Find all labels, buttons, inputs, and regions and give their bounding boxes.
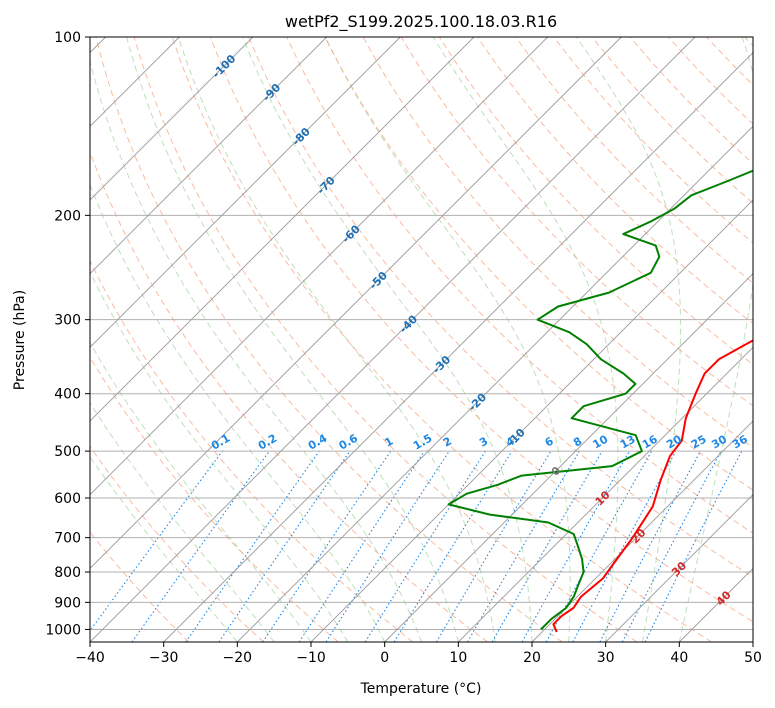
y-tick-label: 400	[54, 387, 81, 403]
y-tick-label: 100	[54, 30, 81, 46]
moist-adiabat	[576, 37, 682, 642]
isotherm-line	[163, 52, 753, 642]
plot-frame	[89, 36, 754, 643]
mixing-ratio-line	[325, 450, 450, 642]
mixing-ratio-line	[521, 450, 630, 642]
dry-adiabat	[629, 37, 753, 165]
isotherm-line	[90, 37, 401, 348]
chart-title: wetPf2_S199.2025.100.18.03.R16	[285, 12, 557, 32]
isobar-gridlines	[90, 37, 753, 630]
y-tick-label: 500	[54, 444, 81, 460]
moist-adiabat	[432, 37, 619, 642]
mixing-ratio-line	[545, 450, 653, 642]
isotherm-line	[531, 420, 753, 642]
x-tick-label: −20	[223, 650, 253, 666]
isotherm-line	[384, 273, 753, 642]
isotherm-line	[90, 37, 696, 642]
y-tick-label: 200	[54, 208, 81, 224]
isotherm-line	[310, 199, 753, 642]
y-tick-label: 300	[54, 313, 81, 329]
dry-adiabat	[477, 37, 753, 325]
x-tick-label: 10	[449, 650, 467, 666]
isotherm-line	[90, 37, 327, 275]
dry-adiabat	[248, 37, 753, 578]
isotherm-line	[90, 37, 254, 201]
dry-adiabat	[95, 37, 563, 642]
moist-adiabat	[90, 183, 386, 642]
x-tick-label: 50	[744, 650, 762, 666]
isotherm-gridlines	[90, 37, 753, 642]
moist-adiabat	[324, 37, 571, 642]
mixing-ratio-line	[298, 450, 425, 642]
y-tick-label: 700	[54, 531, 81, 547]
isotherm-line	[458, 346, 753, 642]
y-tick-label: 800	[54, 565, 81, 581]
dry-adiabat	[324, 37, 753, 491]
mixing-ratio-line	[644, 450, 743, 642]
dry-adiabat	[210, 37, 753, 623]
x-tick-label: 0	[380, 650, 389, 666]
x-tick-label: 40	[670, 650, 688, 666]
dry-adiabat	[400, 37, 753, 407]
mixing-ratio-line	[262, 450, 392, 642]
y-tick-label: 600	[54, 491, 81, 507]
dry-adiabat	[591, 37, 753, 204]
mixing-ratio-line	[90, 450, 223, 632]
moist-adiabat	[90, 401, 275, 642]
x-tick-label: −40	[75, 650, 105, 666]
x-axis-title: Temperature (°C)	[360, 681, 482, 697]
moist-adiabat	[126, 37, 459, 642]
dry-adiabat	[90, 259, 414, 642]
x-tick-label: −10	[296, 650, 326, 666]
dry-adiabat	[90, 445, 264, 642]
mixing-ratio-line	[185, 450, 320, 642]
dry-adiabat	[171, 37, 712, 642]
mixing-ratio-line	[218, 450, 351, 642]
moist-adiabat	[90, 270, 349, 642]
isotherm-line	[605, 494, 753, 642]
moist-adiabat	[678, 37, 753, 642]
dry-adiabat	[133, 37, 638, 642]
x-tick-label: 20	[523, 650, 541, 666]
y-axis-title: Pressure (hPa)	[12, 290, 28, 390]
mixing-ratio-line	[131, 450, 270, 642]
temperature-profile-line	[552, 339, 753, 633]
moist-adiabat	[90, 59, 422, 642]
y-tick-label: 900	[54, 595, 81, 611]
y-axis-ticks: 100 200 300 400 500 600 700 800 900 1000	[45, 30, 90, 638]
y-tick-label: 1000	[45, 622, 81, 638]
isotherm-line	[90, 37, 622, 569]
moist-adiabat	[242, 37, 533, 642]
dry-adiabat	[515, 37, 753, 284]
moist-adiabats	[90, 37, 753, 642]
isotherm-line	[237, 125, 753, 642]
x-tick-label: −30	[149, 650, 179, 666]
x-axis-ticks: −40 −30 −20 −10 0 10 20 30 40 50	[75, 642, 762, 666]
isotherm-line	[90, 37, 475, 422]
moist-adiabat	[90, 455, 238, 642]
x-tick-label: 30	[597, 650, 615, 666]
mixing-ratio-line	[393, 450, 513, 642]
isotherm-line	[90, 37, 548, 496]
